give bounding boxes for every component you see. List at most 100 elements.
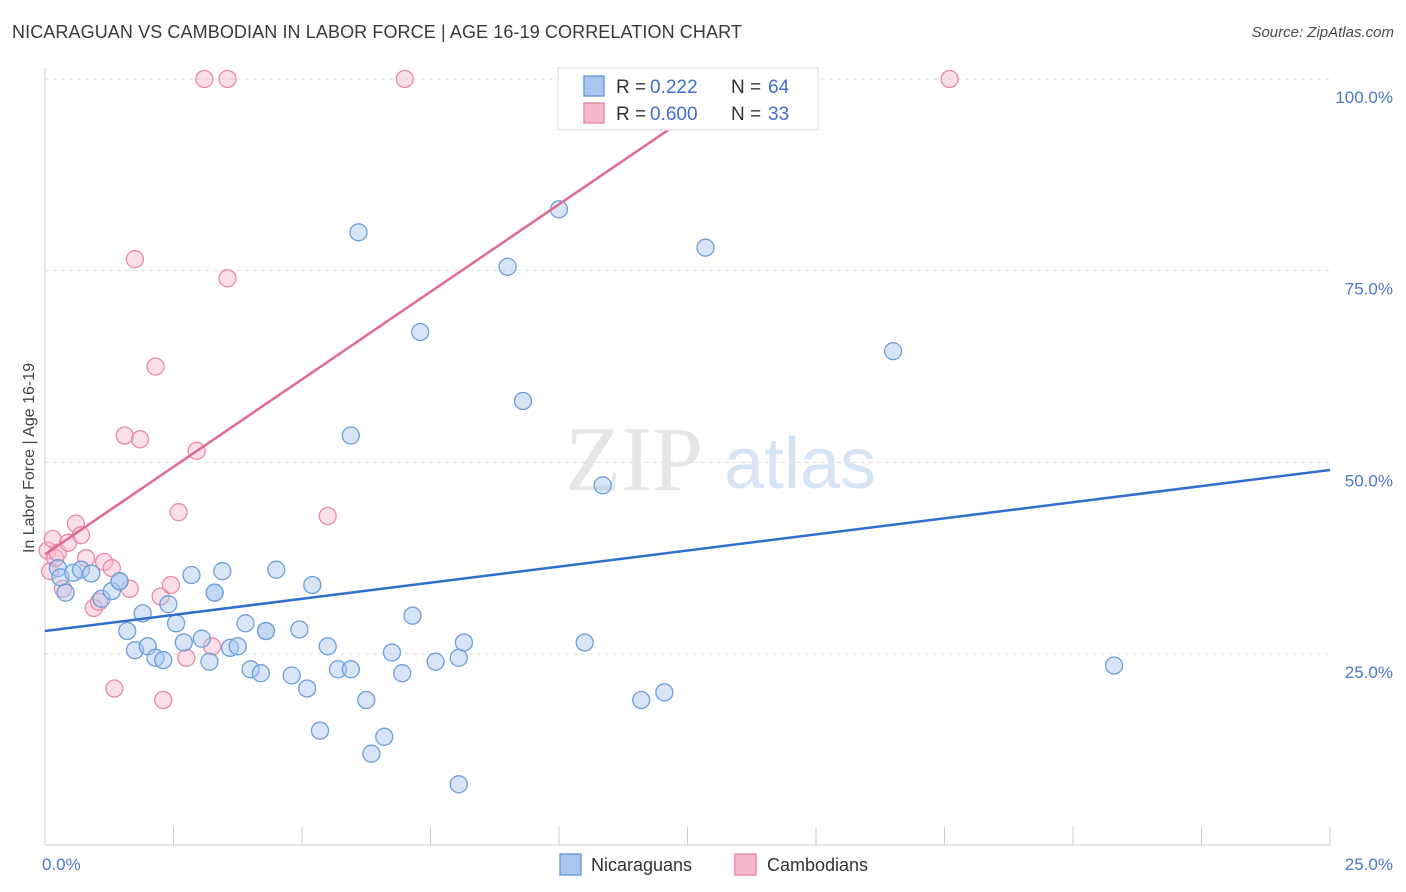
nicaraguan-point-32: [303, 575, 322, 595]
stats-legend: R = 0.222 N = 64 R = 0.600 N = 33: [557, 67, 819, 131]
nicaraguan-point-36: [341, 660, 360, 679]
legend-r-label-1: R =: [616, 104, 646, 125]
nicaraguan-point-58: [256, 621, 276, 641]
nicaraguan-points: [48, 200, 1124, 794]
nicaraguan-point-43: [403, 606, 422, 625]
bottom-legend-swatch-nicaraguans: [559, 853, 582, 876]
nicaraguan-point-5: [82, 564, 101, 583]
nicaraguan-point-4: [71, 560, 91, 579]
y-tick-label-0: 25.0%: [1345, 663, 1393, 682]
bottom-legend-label-cambodians: Cambodians: [767, 855, 868, 875]
nicaraguan-point-52: [632, 690, 651, 710]
nicaraguan-point-15: [166, 614, 186, 633]
nicaraguan-point-61: [449, 775, 468, 794]
nicaraguan-point-39: [362, 744, 381, 763]
legend-swatch-cambodians: [583, 102, 605, 124]
nicaraguan-point-22: [220, 638, 240, 658]
nicaraguan-point-26: [251, 664, 271, 683]
nicaraguan-point-28: [267, 560, 286, 579]
nicaraguan-point-34: [318, 637, 337, 656]
cambodian-point-19: [146, 357, 165, 376]
legend-n-value-1: 33: [768, 104, 789, 125]
cambodian-point-24: [177, 648, 196, 667]
legend-r-value-0: 0.222: [650, 77, 698, 98]
cambodian-point-29: [218, 69, 237, 89]
cambodian-points: [38, 69, 959, 710]
watermark-zip: ZIP: [565, 408, 703, 510]
nicaraguan-point-54: [696, 238, 715, 257]
nicaraguan-point-9: [118, 621, 137, 641]
cambodian-point-21: [154, 690, 173, 710]
nicaraguan-point-33: [310, 721, 330, 740]
nicaraguan-point-23: [228, 637, 247, 656]
legend-r-value-1: 0.600: [650, 104, 698, 125]
chart-title: NICARAGUAN VS CAMBODIAN IN LABOR FORCE |…: [12, 22, 742, 42]
nicaraguan-point-37: [349, 223, 368, 242]
nicaraguan-point-42: [393, 664, 412, 683]
nicaraguan-point-31: [297, 679, 317, 698]
gridlines: [45, 78, 1330, 655]
nicaraguan-point-19: [200, 652, 219, 671]
cambodian-point-15: [115, 426, 134, 445]
cambodian-point-14: [105, 679, 124, 698]
series-legend: Nicaraguans Cambodians: [559, 853, 868, 876]
cambodian-point-30: [318, 506, 337, 526]
nicaraguan-point-46: [449, 648, 468, 667]
nicaraguan-point-16: [174, 633, 193, 652]
nicaraguan-point-7: [102, 581, 121, 601]
nicaraguan-point-59: [154, 650, 173, 670]
cambodian-point-18: [130, 430, 150, 449]
nicaraguan-point-48: [498, 257, 517, 276]
nicaraguan-point-53: [655, 683, 674, 702]
legend-swatch-nicaraguans: [583, 75, 605, 97]
trend-lines: [44, 70, 1331, 633]
legend-r-label-0: R =: [616, 77, 646, 98]
y-tick-labels: 25.0% 50.0% 75.0% 100.0%: [1335, 88, 1393, 682]
y-axis-label: In Labor Force | Age 16-19: [21, 363, 38, 553]
x-tick-label-1: 25.0%: [1345, 855, 1393, 874]
cambodian-point-11: [89, 592, 109, 612]
bottom-legend-swatch-cambodians: [734, 853, 757, 876]
nicaraguan-point-35: [328, 660, 348, 679]
y-tick-label-2: 75.0%: [1345, 280, 1393, 299]
source-label: Source: ZipAtlas.com: [1251, 24, 1394, 41]
cambodian-point-28: [218, 269, 237, 288]
nicaraguan-point-21: [213, 562, 232, 581]
bottom-legend-label-nicaraguans: Nicaraguans: [591, 855, 692, 875]
nicaraguan-point-44: [411, 322, 430, 342]
legend-n-label-0: N =: [731, 77, 761, 98]
nicaraguan-point-62: [575, 633, 594, 652]
nicaraguan-point-51: [593, 476, 612, 495]
nicaraguan-point-18: [192, 629, 211, 648]
cambodian-trend-line: [44, 70, 756, 556]
nicaraguan-point-2: [56, 583, 75, 602]
nicaraguan-point-38: [357, 690, 376, 710]
nicaraguan-point-17: [182, 565, 201, 585]
nicaraguan-point-60: [205, 583, 224, 602]
nicaraguan-trend-line: [44, 468, 1331, 633]
x-tick-label-0: 0.0%: [42, 855, 81, 874]
cambodian-point-22: [161, 575, 181, 595]
nicaraguan-point-24: [236, 614, 255, 633]
nicaraguan-point-41: [382, 643, 402, 662]
nicaraguan-point-49: [513, 391, 533, 411]
y-tick-label-1: 50.0%: [1345, 471, 1393, 490]
nicaraguan-point-29: [282, 666, 301, 685]
nicaraguan-point-47: [454, 633, 474, 652]
axes: [44, 68, 1331, 846]
legend-n-value-0: 64: [768, 77, 790, 98]
cambodian-point-23: [169, 503, 188, 522]
cambodian-point-17: [125, 250, 145, 269]
nicaraguan-point-63: [110, 572, 129, 591]
x-tick-labels: 0.0% 25.0%: [42, 855, 1393, 874]
cambodian-point-32: [940, 69, 959, 89]
nicaraguan-point-30: [290, 620, 309, 639]
watermark: ZIP atlas: [565, 408, 876, 510]
cambodian-point-31: [395, 69, 414, 89]
nicaraguan-point-45: [426, 652, 445, 671]
nicaraguan-point-14: [159, 595, 178, 614]
y-tick-label-3: 100.0%: [1335, 88, 1393, 107]
watermark-atlas: atlas: [724, 424, 876, 504]
nicaraguan-point-40: [375, 727, 394, 746]
